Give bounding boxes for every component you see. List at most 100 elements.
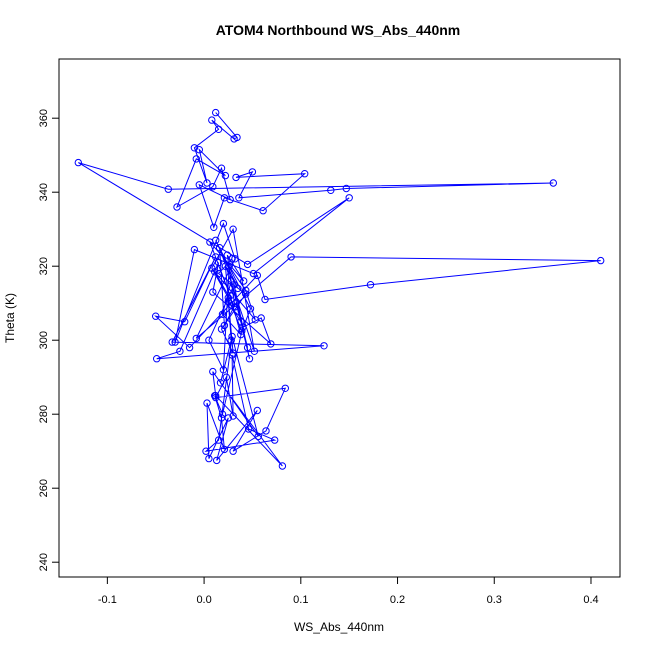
data-point (225, 262, 233, 270)
data-point (220, 194, 229, 202)
data-point (218, 410, 227, 418)
data-point (195, 181, 204, 189)
data-point (195, 146, 204, 154)
y-axis-label: Theta (K) (3, 293, 17, 343)
data-point (243, 343, 252, 352)
x-tick-label: 0.1 (293, 594, 308, 606)
data-point (250, 347, 259, 355)
data-point (227, 277, 235, 285)
data-point (244, 425, 253, 433)
data-point (213, 456, 221, 465)
data-point (217, 325, 226, 333)
data-point (153, 355, 161, 363)
data-point (152, 312, 160, 320)
data-point (217, 164, 226, 172)
y-tick-label: 360 (38, 109, 50, 127)
data-point (249, 269, 258, 278)
data-point (245, 355, 254, 363)
data-point (253, 406, 261, 415)
data-point (234, 284, 242, 293)
data-point (231, 303, 239, 311)
data-point (222, 373, 231, 381)
data-point (203, 399, 211, 407)
data-point (253, 271, 261, 280)
data-point (221, 171, 230, 180)
y-tick-label: 280 (38, 405, 50, 423)
data-point (214, 258, 223, 267)
data-point (212, 108, 220, 117)
data-point (212, 253, 220, 261)
data-point (243, 260, 252, 269)
data-point (226, 292, 234, 300)
data-point (203, 179, 211, 187)
data-point (549, 179, 557, 187)
data-point (227, 336, 235, 344)
y-tick-label: 240 (38, 553, 50, 571)
plot-frame (58, 58, 621, 578)
series-line (78, 112, 601, 467)
y-tick-label: 320 (38, 257, 50, 275)
data-point (209, 367, 217, 376)
x-tick-label: -0.1 (98, 594, 117, 606)
data-point (212, 392, 220, 400)
data-point (181, 318, 189, 326)
data-point (271, 436, 279, 444)
data-point (210, 223, 218, 232)
data-point (238, 327, 246, 335)
data-point (228, 255, 236, 263)
data-point (229, 349, 237, 357)
data-point (301, 170, 309, 178)
data-point (342, 184, 350, 193)
data-point (229, 447, 237, 455)
data-point (205, 336, 213, 344)
data-point (281, 384, 289, 392)
data-point (219, 219, 228, 228)
data-point (214, 269, 223, 278)
data-point (190, 245, 199, 254)
data-point (171, 338, 179, 346)
data-point (235, 194, 243, 202)
data-point (248, 168, 257, 176)
data-point (173, 203, 181, 211)
data-point (223, 251, 232, 259)
data-point (262, 427, 270, 435)
data-point (345, 194, 353, 202)
x-tick-label: 0.3 (487, 594, 502, 606)
data-point (221, 262, 230, 270)
data-point (230, 135, 238, 143)
data-point (259, 207, 267, 215)
data-point (242, 286, 250, 294)
x-tick-label: 0.2 (390, 594, 405, 606)
y-tick-label: 340 (38, 183, 50, 201)
data-point (209, 288, 217, 296)
data-point (209, 183, 217, 191)
data-point (597, 256, 605, 265)
data-point (224, 414, 233, 422)
x-tick-label: 0.0 (196, 594, 211, 606)
data-point (74, 158, 83, 167)
data-point (232, 299, 240, 307)
data-point (215, 244, 224, 252)
data-point (287, 253, 295, 261)
data-point (251, 316, 260, 324)
data-point (190, 144, 199, 152)
data-point (220, 445, 229, 454)
y-axis: 240 260 280 300 320 340 360 (38, 109, 60, 571)
data-point (232, 173, 240, 182)
data-point (278, 462, 287, 470)
data-point (218, 310, 227, 318)
data-point (267, 340, 275, 348)
data-point (205, 454, 213, 463)
data-point (214, 125, 223, 134)
data-point (229, 225, 237, 233)
data-point (176, 347, 184, 355)
x-axis-label: WS_Abs_440nm (294, 620, 384, 634)
data-point (164, 185, 173, 193)
data-point (242, 290, 250, 298)
data-point (202, 447, 210, 455)
y-tick-label: 260 (38, 479, 50, 497)
data-point (240, 277, 248, 285)
data-point (219, 366, 228, 374)
data-point (261, 295, 269, 304)
